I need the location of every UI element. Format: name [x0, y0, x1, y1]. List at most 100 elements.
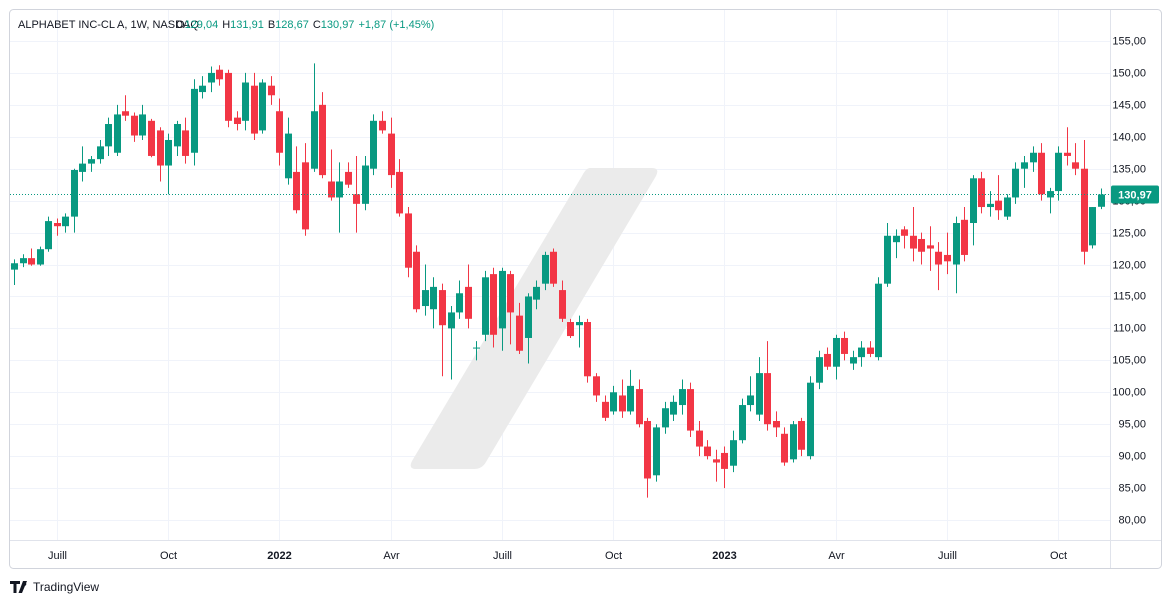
candle-body [174, 124, 181, 147]
candle-body [319, 104, 326, 176]
ohlc-value: 130,97 [321, 19, 355, 31]
y-tick-label: 80,00 [1118, 514, 1146, 526]
candle-body [234, 117, 241, 125]
candle-body [901, 229, 908, 236]
candle-body [302, 162, 309, 230]
candle-body [824, 353, 831, 367]
watermark [410, 168, 658, 469]
candle-body [704, 446, 711, 457]
candle-body [935, 251, 942, 265]
candle-body [311, 111, 318, 169]
candle-body [182, 130, 189, 156]
candle-body [1055, 152, 1062, 192]
candle-body [576, 322, 583, 326]
candle-body [670, 401, 677, 415]
candle-body [208, 72, 215, 83]
candle-body [413, 251, 420, 310]
candle-body [191, 88, 198, 153]
candle-body [858, 347, 865, 358]
candle-body [995, 200, 1002, 211]
change: +1,87 (+1,45%) [358, 19, 434, 31]
ohlc-key: H [222, 19, 230, 31]
candle-body [353, 194, 360, 204]
candle-body [259, 82, 266, 131]
x-tick-label: Avr [828, 550, 845, 562]
candle-body [88, 159, 95, 164]
candle-body [550, 251, 557, 284]
x-tick-label: Oct [160, 550, 177, 562]
candle-body [833, 337, 840, 367]
x-tick-label: Oct [1050, 550, 1067, 562]
candle-body [362, 165, 369, 204]
candle-body [559, 290, 566, 319]
candle-body [653, 427, 660, 476]
x-tick-label: Avr [383, 550, 400, 562]
last-price-label: 130,97 [1118, 189, 1152, 201]
candle-body [875, 283, 882, 358]
candle-body [721, 452, 728, 469]
legend: ALPHABET INC-CL A, 1W, NASDAQ [18, 19, 199, 31]
candle-body [276, 111, 283, 153]
candle-body [884, 235, 891, 284]
candle-body [396, 171, 403, 214]
candle-body [388, 133, 395, 176]
y-tick-label: 135,00 [1112, 163, 1146, 175]
ohlc-value: 128,67 [275, 19, 309, 31]
candle-body [730, 440, 737, 466]
last-price-box [1111, 185, 1159, 204]
candle-body [285, 133, 292, 179]
y-tick-label: 110,00 [1113, 322, 1146, 334]
candle-body [430, 286, 437, 310]
candle-body [662, 408, 669, 428]
candle-body [687, 389, 694, 431]
y-tick-label: 115,00 [1113, 290, 1146, 302]
candle-body [71, 169, 78, 217]
candle-body [584, 322, 591, 377]
candle-body [713, 459, 720, 463]
candle-body [114, 114, 121, 153]
candle-body [1030, 152, 1037, 163]
candle-body [816, 357, 823, 383]
candle-body [525, 296, 532, 338]
x-tick-label: Juill [48, 550, 67, 562]
candle-body [910, 235, 917, 249]
candle-body [379, 120, 386, 131]
candle-body [850, 357, 857, 364]
candle-body [79, 163, 86, 172]
plot [10, 63, 1110, 498]
candle-body [781, 433, 788, 463]
candle-body [1038, 152, 1045, 195]
candle-body [1064, 152, 1071, 156]
candle-body [867, 347, 874, 354]
candle-body [251, 85, 258, 134]
candle-body [448, 312, 455, 329]
candle-body [225, 72, 232, 121]
candle-body [516, 315, 523, 351]
y-tick-label: 85,00 [1118, 482, 1146, 494]
candle-body [97, 146, 104, 160]
candle-body [473, 347, 480, 349]
candle-body [773, 421, 780, 428]
candle-body [978, 178, 985, 208]
candle-body [148, 120, 155, 156]
candle-body [482, 277, 489, 335]
candle-body [157, 130, 164, 166]
candle-body [37, 249, 44, 265]
ohlc-key: O [176, 19, 185, 31]
candle-body [293, 171, 300, 211]
candle-body [370, 120, 377, 169]
candle-body [345, 171, 352, 185]
candle-body [636, 389, 643, 425]
candle-body [405, 213, 412, 268]
candle-body [45, 221, 52, 250]
candle-body [490, 274, 497, 335]
candle-body [1047, 191, 1054, 198]
candle-body [798, 421, 805, 450]
candle-body [679, 389, 686, 406]
candle-body [1012, 168, 1019, 198]
ohlc-legend: O129,04 H131,91 B128,67 C130,97 +1,87 (+1,45… [176, 19, 434, 31]
candle-body [764, 373, 771, 425]
candle-body [1081, 168, 1088, 252]
candle-body [927, 245, 934, 249]
